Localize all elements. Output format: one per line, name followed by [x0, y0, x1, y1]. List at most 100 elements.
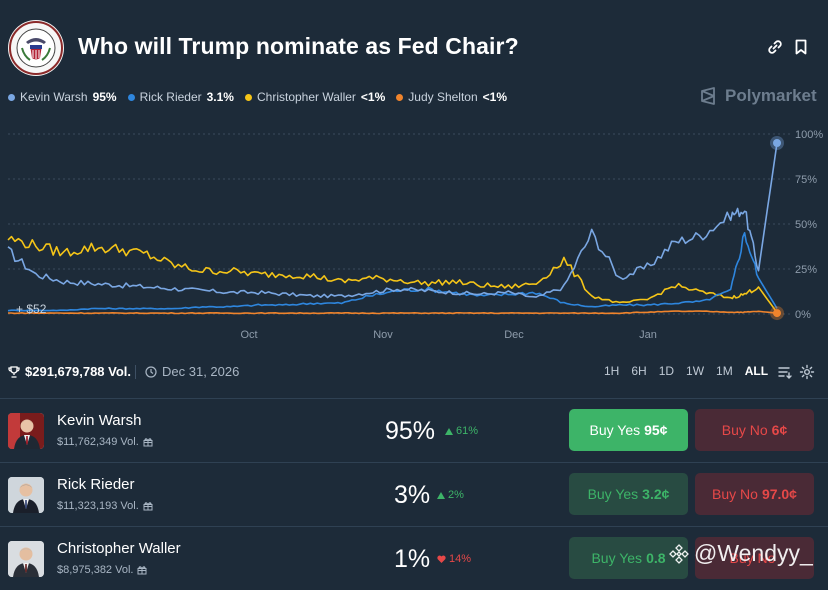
- legend-pct: <1%: [482, 90, 508, 104]
- federal-reserve-seal-icon: [8, 20, 64, 76]
- legend-name: Kevin Warsh: [20, 90, 88, 104]
- outcome-volume-value: $11,323,193 Vol.: [57, 500, 139, 512]
- range-1w[interactable]: 1W: [686, 364, 705, 378]
- outcome-volume-value: $8,975,382 Vol.: [57, 564, 134, 576]
- outcome-row-rieder[interactable]: Rick Rieder $11,323,193 Vol. 3% 2% Buy Y…: [0, 462, 828, 526]
- total-volume: $291,679,788 Vol.: [8, 364, 131, 379]
- outcome-change-value: 14%: [449, 553, 472, 565]
- outcome-name: Kevin Warsh: [57, 412, 142, 429]
- series-line-rick-rieder: [7, 232, 778, 312]
- legend-item-shelton[interactable]: Judy Shelton <1%: [396, 88, 507, 106]
- outcome-probability: 1%: [394, 545, 431, 573]
- divider: [135, 365, 136, 379]
- market-meta-bar: $291,679,788 Vol. Dec 31, 2026 1H 6H 1D …: [0, 360, 828, 384]
- legend-name: Christopher Waller: [256, 90, 356, 104]
- market-title: Who will Trump nominate as Fed Chair?: [78, 33, 519, 59]
- triangle-up-icon: [445, 427, 453, 435]
- brand-name: Polymarket: [725, 86, 817, 105]
- buy-yes-price: 3.2¢: [642, 486, 670, 502]
- outcome-name: Rick Rieder: [57, 476, 135, 493]
- outcome-probability: 3%: [394, 481, 431, 509]
- y-tick-label: 100%: [795, 129, 823, 141]
- outcome-change: 61%: [445, 425, 478, 437]
- legend-dot: [244, 93, 252, 101]
- gift-icon: [137, 566, 147, 575]
- polymarket-logo-icon: [701, 87, 715, 105]
- y-tick-label: 50%: [795, 219, 817, 231]
- legend-name: Judy Shelton: [408, 90, 478, 104]
- outcome-volume: $11,762,349 Vol.: [57, 436, 153, 448]
- range-1m[interactable]: 1M: [716, 364, 733, 378]
- buy-yes-button[interactable]: Buy Yes 3.2¢: [569, 473, 688, 515]
- link-icon[interactable]: [766, 38, 784, 56]
- legend-dot: [127, 93, 135, 101]
- outcome-change: 14%: [437, 553, 471, 565]
- buy-no-button[interactable]: Buy No 97.0¢: [695, 473, 814, 515]
- buy-yes-label: Buy Yes: [591, 550, 643, 566]
- gift-icon: [143, 438, 153, 447]
- legend-name: Rick Rieder: [139, 90, 202, 104]
- heart-icon: [437, 555, 446, 563]
- total-volume-value: $291,679,788 Vol.: [25, 364, 132, 379]
- end-date: Dec 31, 2026: [145, 364, 239, 379]
- range-6h[interactable]: 6H: [631, 364, 647, 378]
- legend-pct: 3.1%: [206, 90, 234, 104]
- y-tick-label: 0%: [795, 309, 811, 321]
- buy-no-button[interactable]: Buy No: [695, 537, 814, 579]
- buy-no-button[interactable]: Buy No 6¢: [695, 409, 814, 451]
- filter-list-icon[interactable]: [777, 364, 793, 380]
- outcome-row-waller[interactable]: Christopher Waller $8,975,382 Vol. 1% 14…: [0, 526, 828, 590]
- outcome-change-value: 2%: [448, 489, 464, 501]
- outcome-change: 2%: [437, 489, 464, 501]
- range-all[interactable]: ALL: [744, 364, 769, 378]
- outcome-probability: 95%: [385, 417, 436, 445]
- gift-icon: [143, 502, 153, 511]
- legend-item-waller[interactable]: Christopher Waller <1%: [244, 88, 386, 106]
- outcome-volume-value: $11,762,349 Vol.: [57, 436, 139, 448]
- buy-yes-button[interactable]: Buy Yes 0.8: [569, 537, 688, 579]
- legend-item-rieder[interactable]: Rick Rieder 3.1%: [127, 88, 234, 106]
- buy-no-label: Buy No: [712, 486, 758, 502]
- buy-yes-price: 95¢: [644, 422, 668, 438]
- chart-legend: Kevin Warsh 95% Rick Rieder 3.1% Christo…: [8, 88, 507, 106]
- bookmark-icon[interactable]: [792, 38, 810, 56]
- legend-pct: <1%: [360, 90, 386, 104]
- avatar: [8, 413, 44, 449]
- outcome-row-warsh[interactable]: Kevin Warsh $11,762,349 Vol. 95% 61% Buy…: [0, 398, 828, 462]
- x-tick-label: Jan: [639, 329, 657, 341]
- outcome-change-value: 61%: [456, 425, 479, 437]
- watermark-text: @Wendyy_: [694, 540, 813, 566]
- triangle-up-icon: [437, 491, 445, 499]
- x-tick-label: Dec: [504, 329, 524, 341]
- y-tick-label: 75%: [795, 174, 817, 186]
- buy-yes-button[interactable]: Buy Yes 95¢: [569, 409, 688, 451]
- binance-diamond-icon: [669, 543, 689, 564]
- buy-no-label: Buy No: [729, 550, 776, 566]
- range-1d[interactable]: 1D: [658, 364, 675, 378]
- range-1h[interactable]: 1H: [604, 364, 620, 378]
- price-history-chart[interactable]: 100% 75% 50% 25% 0% Oct Nov Dec Jan + $52: [0, 118, 828, 350]
- series-end-marker: [773, 139, 781, 147]
- buy-yes-label: Buy Yes: [589, 422, 641, 438]
- outcome-name: Christopher Waller: [57, 540, 181, 557]
- polymarket-brand: Polymarket: [699, 86, 817, 106]
- outcome-volume: $8,975,382 Vol.: [57, 564, 147, 576]
- series-line-christopher-waller: [7, 235, 778, 314]
- legend-dot: [396, 93, 404, 101]
- avatar: [8, 541, 44, 577]
- buy-yes-label: Buy Yes: [587, 486, 639, 502]
- legend-pct: 95%: [92, 90, 117, 104]
- settings-gear-icon[interactable]: [799, 364, 815, 380]
- buy-no-price: 97.0¢: [761, 486, 797, 502]
- y-tick-label: 25%: [795, 264, 817, 276]
- buy-no-label: Buy No: [721, 422, 768, 438]
- clock-icon: [145, 365, 157, 378]
- series-end-marker: [773, 309, 781, 318]
- series-line-judy-shelton: [8, 310, 778, 315]
- legend-item-warsh[interactable]: Kevin Warsh 95%: [8, 88, 117, 106]
- watermark: @Wendyy_: [668, 540, 813, 567]
- buy-no-price: 6¢: [771, 422, 788, 438]
- trophy-icon: [8, 365, 20, 378]
- x-tick-label: Oct: [240, 329, 257, 341]
- x-tick-label: Nov: [373, 329, 393, 341]
